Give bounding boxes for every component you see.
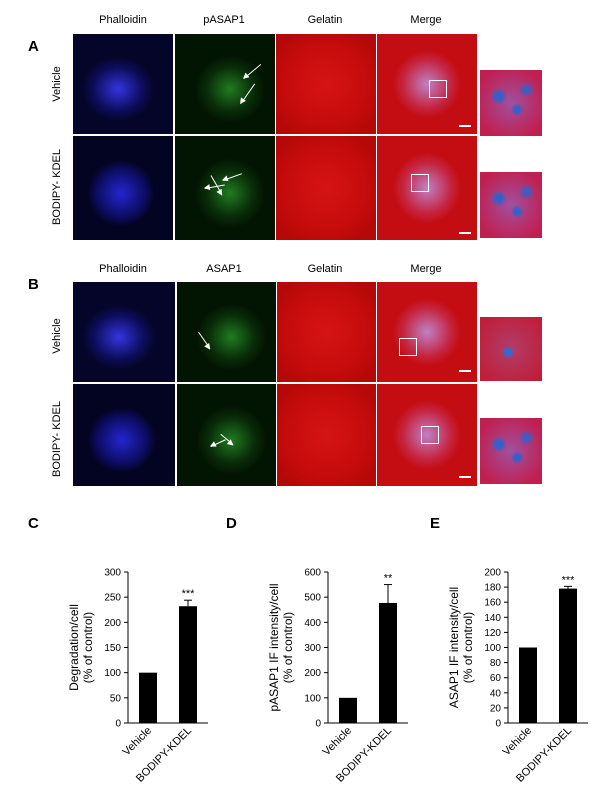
chart-e-ytick-label: 80 xyxy=(490,658,502,669)
panel-b-col-phalloidin: Phalloidin xyxy=(99,263,147,275)
chart-e-ytick-label: 0 xyxy=(495,719,501,730)
chart-e-ytick-label: 40 xyxy=(490,688,502,699)
panel-b-phalloidin-bodipy-image xyxy=(73,384,175,486)
panel-b-asap1-vehicle-image xyxy=(177,282,276,382)
chart-c-ylabel: Degradation/cell xyxy=(67,604,81,691)
chart-c-bar xyxy=(179,606,197,723)
chart-c-ytick-label: 250 xyxy=(104,593,121,604)
panel-d-letter: D xyxy=(226,515,237,532)
chart-e-category-label: Vehicle xyxy=(501,725,535,759)
chart-d-bar xyxy=(339,697,357,723)
scale-bar xyxy=(459,232,471,234)
panel-b-gelatin-vehicle-image xyxy=(277,282,376,382)
panel-a-gelatin-vehicle-image xyxy=(276,34,376,134)
panel-a-letter: A xyxy=(28,38,39,55)
chart-e-ytick-label: 100 xyxy=(484,643,501,654)
chart-d-ytick-label: 100 xyxy=(304,693,321,704)
chart-e-ytick-label: 180 xyxy=(484,583,501,594)
panel-b-asap1-bodipy-image xyxy=(177,384,276,486)
panel-a-row-vehicle: Vehicle xyxy=(51,66,63,102)
arrow-icon xyxy=(222,173,242,181)
chart-e-ytick-label: 60 xyxy=(490,673,502,684)
chart-d-category-label: Vehicle xyxy=(321,725,355,759)
chart-e-ylabel: (% of control) xyxy=(461,612,475,683)
scale-bar xyxy=(459,370,471,372)
panel-a-row-bodipy: BODIPY- KDEL xyxy=(51,149,63,226)
panel-a-merge-bodipy-image xyxy=(377,136,477,240)
chart-d-ytick-label: 500 xyxy=(304,593,321,604)
panel-a-phalloidin-bodipy-image xyxy=(73,136,173,240)
panel-a-col-gelatin: Gelatin xyxy=(307,14,343,26)
chart-c-ylabel: (% of control) xyxy=(81,612,95,683)
chart-e-asap1-intensity: 0 20 40 60 80 100 120 140 160 180 200 ASAP1 IF inte… xyxy=(447,568,588,785)
panel-a-col-merge: Merge xyxy=(410,14,442,26)
chart-c-degradation: 0 50 100 150 200 250 300 Degradation/cell (% of … xyxy=(67,568,208,785)
chart-d-pasap1-intensity: 0 100 200 300 400 500 600 pASAP1 IF intensity/c… xyxy=(267,568,408,785)
panel-a-pasap1-bodipy-image xyxy=(175,136,275,240)
panel-e-letter: E xyxy=(430,515,441,532)
chart-c-bar xyxy=(139,672,157,723)
arrow-icon xyxy=(210,439,226,447)
chart-d-bar xyxy=(379,602,397,723)
chart-c-category-label: Vehicle xyxy=(121,725,155,759)
chart-c-ytick-label: 150 xyxy=(104,643,121,654)
panel-b-row-vehicle: Vehicle xyxy=(51,318,63,354)
panel-b-col-asap1: ASAP1 xyxy=(206,263,242,275)
panel-c-letter: C xyxy=(28,515,39,532)
arrow-icon xyxy=(198,331,211,349)
chart-c-ytick-label: 100 xyxy=(104,668,121,679)
chart-e-ytick-label: 160 xyxy=(484,598,501,609)
chart-d-ytick-label: 200 xyxy=(304,668,321,679)
chart-c-ytick-label: 0 xyxy=(115,719,121,730)
panel-a-col-phalloidin: Phalloidin xyxy=(99,14,147,26)
scale-bar xyxy=(459,476,471,478)
chart-d-ytick-label: 0 xyxy=(315,719,321,730)
panel-a-zoom-bodipy-image xyxy=(480,172,542,238)
panel-a-col-pasap1: pASAP1 xyxy=(203,14,245,26)
panel-b-letter: B xyxy=(28,276,39,293)
panel-b-col-gelatin: Gelatin xyxy=(307,263,343,275)
panel-b-zoom-bodipy-image xyxy=(480,418,542,484)
chart-c-ytick-label: 300 xyxy=(104,568,121,579)
arrow-icon xyxy=(240,83,256,104)
panel-a-merge-vehicle-image xyxy=(377,34,477,134)
chart-e-ytick-label: 140 xyxy=(484,613,501,624)
panel-b-merge-bodipy-image xyxy=(377,384,477,486)
zoom-region-box xyxy=(399,338,417,356)
arrow-icon xyxy=(243,63,262,79)
chart-c-significance: *** xyxy=(182,588,196,600)
panel-a-gelatin-bodipy-image xyxy=(276,136,376,240)
chart-e-ytick-label: 120 xyxy=(484,628,501,639)
panel-b-zoom-vehicle-image xyxy=(480,317,542,381)
scale-bar xyxy=(459,125,471,127)
panel-b-col-merge: Merge xyxy=(410,263,442,275)
chart-d-ylabel: (% of control) xyxy=(281,612,295,683)
chart-e-significance: *** xyxy=(562,574,576,586)
chart-d-significance: ** xyxy=(384,573,393,585)
zoom-region-box xyxy=(411,174,429,192)
chart-d-ytick-label: 600 xyxy=(304,568,321,579)
panel-a-phalloidin-vehicle-image xyxy=(73,34,173,134)
chart-d-ylabel: pASAP1 IF intensity/cell xyxy=(267,583,281,711)
zoom-region-box xyxy=(421,426,439,444)
chart-e-ytick-label: 200 xyxy=(484,568,501,579)
chart-c-ytick-label: 50 xyxy=(110,693,122,704)
zoom-region-box xyxy=(429,80,447,98)
panel-b-row-bodipy: BODIPY- KDEL xyxy=(51,401,63,478)
panel-a-zoom-vehicle-image xyxy=(480,70,542,136)
chart-e-ytick-label: 20 xyxy=(490,703,502,714)
panel-b-gelatin-bodipy-image xyxy=(277,384,376,486)
panel-a-pasap1-vehicle-image xyxy=(175,34,275,134)
chart-e-bar xyxy=(519,647,537,723)
chart-d-ytick-label: 400 xyxy=(304,618,321,629)
chart-e-bar xyxy=(559,588,577,723)
chart-c-ytick-label: 200 xyxy=(104,618,121,629)
panel-b-phalloidin-vehicle-image xyxy=(73,282,175,382)
chart-d-ytick-label: 300 xyxy=(304,643,321,654)
chart-e-ylabel: ASAP1 IF intensity/cell xyxy=(447,587,461,708)
panel-b-merge-vehicle-image xyxy=(377,282,477,382)
